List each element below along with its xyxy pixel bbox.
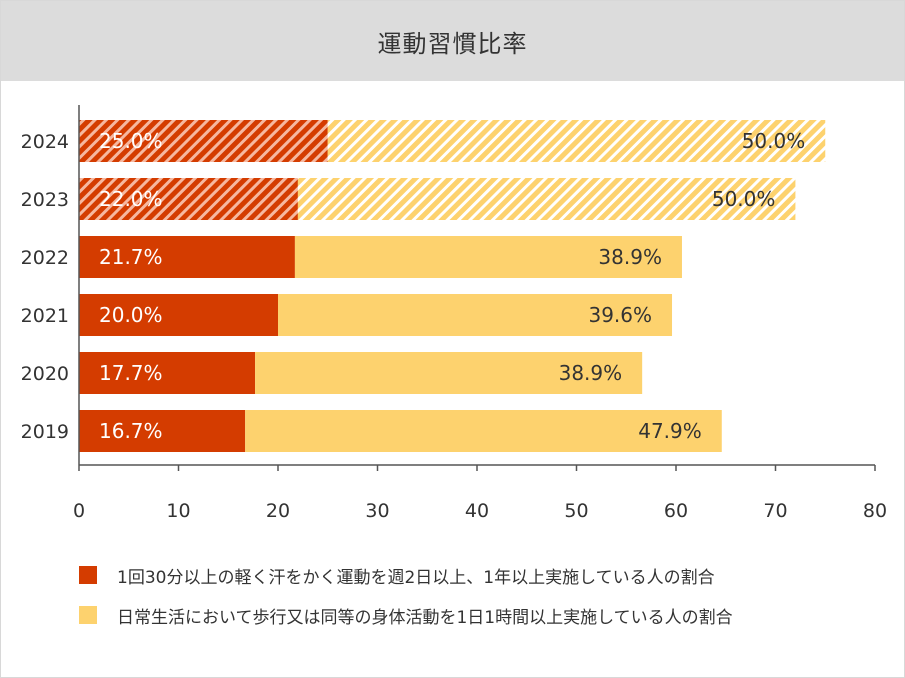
legend-swatch-series1 [79, 566, 97, 584]
x-tick-label-70: 70 [763, 500, 787, 522]
x-tick-label-50: 50 [564, 500, 588, 522]
legend-swatch-series2 [79, 606, 97, 624]
category-label-2021: 2021 [21, 305, 69, 327]
data-label-2019-series1: 16.7% [99, 419, 163, 443]
bar-chart: 25.0% 50.0% 22.0% 50.0% 21.7% 38.9% 20.0% 39.6%… [21, 105, 887, 522]
data-label-2022-series2: 38.9% [598, 245, 662, 269]
category-label-2023: 2023 [21, 189, 69, 211]
bar-2024-series1 [79, 120, 328, 162]
bar-2022-series2 [294, 236, 682, 278]
category-label-2022: 2022 [21, 247, 69, 269]
data-label-2021-series2: 39.6% [588, 303, 652, 327]
x-tick-label-10: 10 [166, 500, 190, 522]
data-label-2024-series2: 50.0% [742, 129, 806, 153]
data-label-2022-series1: 21.7% [99, 245, 163, 269]
legend-item-series2: 日常生活において歩行又は同等の身体活動を1日1時間以上実施している人の割合 [79, 603, 733, 628]
data-label-2021-series1: 20.0% [99, 303, 163, 327]
bar-2023-series1 [79, 178, 298, 220]
chart-header: 運動習慣比率 [1, 1, 904, 81]
legend-label-series1: 1回30分以上の軽く汗をかく運動を週2日以上、1年以上実施している人の割合 [117, 567, 715, 588]
category-label-2020: 2020 [21, 363, 69, 385]
x-tick-label-0: 0 [73, 500, 85, 522]
x-tick-label-20: 20 [266, 500, 290, 522]
category-label-2019: 2019 [21, 421, 69, 443]
x-tick-label-30: 30 [365, 500, 389, 522]
bar-2019-series1 [79, 410, 246, 452]
x-tick-label-60: 60 [664, 500, 688, 522]
bar-2020-series2 [255, 352, 643, 394]
data-label-2020-series2: 38.9% [559, 361, 623, 385]
chart-title: 運動習慣比率 [377, 29, 528, 58]
bar-2022-series1 [79, 236, 295, 278]
bar-2024-series2 [327, 120, 826, 162]
bar-2021-series1 [79, 294, 278, 336]
data-label-2023-series1: 22.0% [99, 187, 163, 211]
data-label-2023-series2: 50.0% [712, 187, 776, 211]
legend: 1回30分以上の軽く汗をかく運動を週2日以上、1年以上実施している人の割合 日常… [79, 563, 733, 643]
data-label-2020-series1: 17.7% [99, 361, 163, 385]
bar-2020-series1 [79, 352, 256, 394]
legend-label-series2: 日常生活において歩行又は同等の身体活動を1日1時間以上実施している人の割合 [117, 607, 733, 628]
x-tick-label-80: 80 [863, 500, 887, 522]
data-label-2019-series2: 47.9% [638, 419, 702, 443]
legend-item-series1: 1回30分以上の軽く汗をかく運動を週2日以上、1年以上実施している人の割合 [79, 563, 733, 588]
data-label-2024-series1: 25.0% [99, 129, 163, 153]
x-tick-label-40: 40 [465, 500, 489, 522]
bar-2019-series2 [245, 410, 722, 452]
bar-2023-series2 [297, 178, 796, 220]
category-label-2024: 2024 [21, 131, 69, 153]
bar-2021-series2 [278, 294, 673, 336]
